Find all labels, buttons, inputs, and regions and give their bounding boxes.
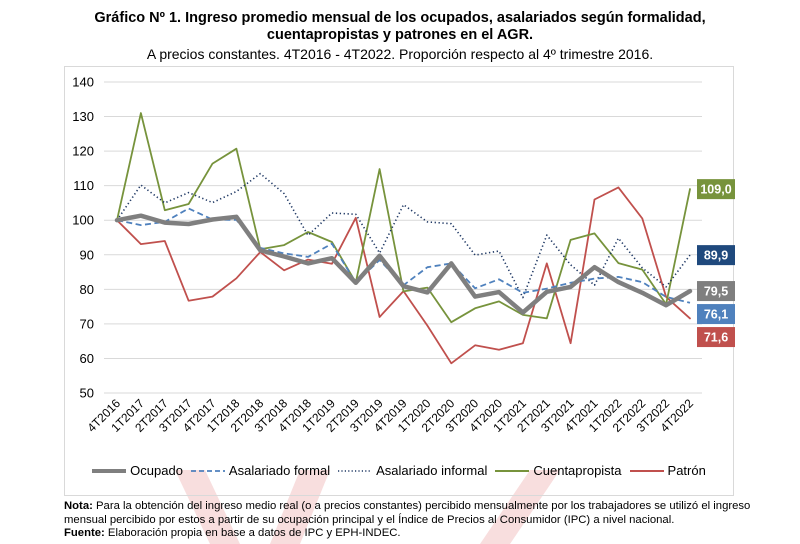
chart-frame <box>64 66 734 496</box>
y-tick-label: 90 <box>80 247 94 262</box>
y-tick-label: 70 <box>80 316 94 331</box>
chart-title-line-1: Gráfico Nº 1. Ingreso promedio mensual d… <box>94 10 706 26</box>
y-tick-label: 110 <box>73 178 94 193</box>
legend-item-asalariado-informal[interactable]: Asalariado informal <box>338 463 487 478</box>
y-tick-label: 140 <box>72 75 94 90</box>
chart-subtitle: A precios constantes. 4T2016 - 4T2022. P… <box>146 46 654 62</box>
end-label-patrón: 71,6 <box>697 327 735 348</box>
y-tick-label: 100 <box>72 213 94 228</box>
end-label-value: 109,0 <box>700 183 731 197</box>
series-line-ocupado <box>114 213 693 315</box>
note-text: Para la obtención del ingreso medio real… <box>64 500 751 526</box>
series-line-asalariado-informal <box>116 172 691 299</box>
end-label-asalariado-formal: 76,1 <box>697 304 735 325</box>
chart-title-line-2: cuentapropistas y patrones en el AGR. <box>266 27 534 43</box>
series-lines <box>114 112 693 365</box>
source-label: Fuente: <box>64 527 105 539</box>
end-label-box <box>697 245 735 266</box>
note-label: Nota: <box>64 500 93 512</box>
legend-swatch-patron <box>629 469 664 472</box>
legend-item-patron[interactable]: Patrón <box>629 463 706 478</box>
legend-swatch-asalariado-formal <box>190 469 225 472</box>
gridlines <box>104 81 702 394</box>
y-tick-label: 50 <box>80 386 94 401</box>
legend-swatch-asalariado-informal <box>338 469 373 472</box>
end-label-box <box>697 304 735 325</box>
series-line-cuentapropista <box>116 112 691 324</box>
y-tick-label: 120 <box>72 144 94 159</box>
x-axis-ticks: 4T20161T20172T20173T20174T20171T20182T20… <box>84 396 696 435</box>
y-tick-label: 130 <box>72 109 94 124</box>
legend-item-cuentapropista[interactable]: Cuentapropista <box>495 463 622 478</box>
legend-swatch-cuentapropista <box>495 469 530 472</box>
end-label-value: 89,9 <box>704 249 728 263</box>
legend-item-asalariado-formal[interactable]: Asalariado formal <box>190 463 331 478</box>
y-tick-label: 60 <box>80 351 94 366</box>
end-label-value: 76,1 <box>704 308 728 322</box>
legend: Ocupado Asalariado formal Asalariado inf… <box>64 463 734 478</box>
end-label-cuentapropista: 109,0 <box>697 179 735 200</box>
end-label-box <box>697 327 735 348</box>
y-tick-label: 80 <box>80 282 94 297</box>
end-label-asalariado-informal: 89,9 <box>697 245 735 266</box>
end-label-ocupado: 79,5 <box>697 281 735 302</box>
legend-label: Patrón <box>667 463 706 478</box>
end-label-box <box>697 281 735 302</box>
end-label-box <box>697 179 735 200</box>
legend-label: Cuentapropista <box>533 463 622 478</box>
source-text: Elaboración propia en base a datos de IP… <box>104 527 401 539</box>
legend-item-ocupado[interactable]: Ocupado <box>92 463 183 478</box>
legend-label: Asalariado informal <box>376 463 488 478</box>
end-label-value: 79,5 <box>704 285 728 299</box>
footnote: Nota: Para la obtención del ingreso medi… <box>64 500 784 541</box>
y-axis-ticks: 50 60 70 80 90 100 110 120 130 140 <box>72 75 94 401</box>
legend-label: Ocupado <box>130 463 183 478</box>
legend-label: Asalariado formal <box>228 463 331 478</box>
end-labels: 109,0 89,9 79,5 76,1 71,6 <box>697 179 735 348</box>
end-label-value: 71,6 <box>704 331 728 345</box>
legend-swatch-ocupado <box>92 468 127 473</box>
